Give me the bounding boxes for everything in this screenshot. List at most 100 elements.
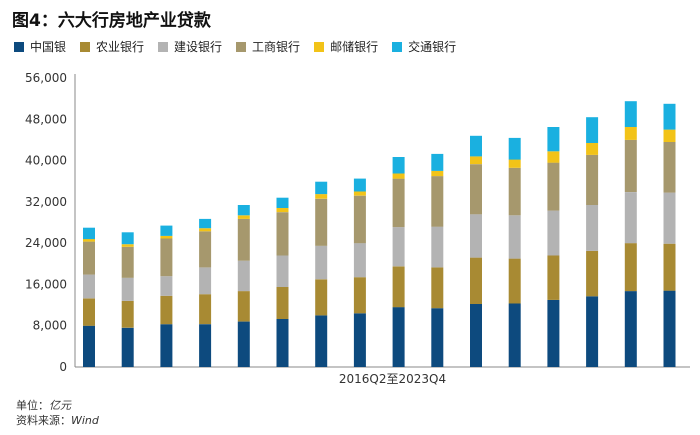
bar-segment-5 xyxy=(237,215,250,219)
bar-segment-3 xyxy=(392,227,405,267)
bar-segment-4 xyxy=(624,139,637,192)
bar-segment-2 xyxy=(353,277,366,314)
bar-segment-4 xyxy=(83,241,95,275)
source-label: 资料来源： xyxy=(16,414,71,427)
y-tick-label: 48,000 xyxy=(25,112,67,126)
bar-segment-3 xyxy=(508,215,521,259)
bar-segment-2 xyxy=(470,257,482,304)
bar-segment-2 xyxy=(276,287,289,319)
bar-segment-6 xyxy=(663,103,676,130)
bar-segment-1 xyxy=(160,324,173,367)
bar-segment-6 xyxy=(392,157,405,174)
bar-segment-2 xyxy=(392,266,405,308)
bar-segment-5 xyxy=(121,244,134,247)
bar-segment-2 xyxy=(431,267,444,309)
legend-swatch xyxy=(314,41,325,52)
bar-segment-5 xyxy=(315,194,328,199)
legend-label: 邮储银行 xyxy=(330,40,379,54)
bar-segment-5 xyxy=(199,228,212,232)
bar-segment-3 xyxy=(199,267,212,295)
bar-segment-4 xyxy=(392,178,405,228)
bar-segment-1 xyxy=(315,315,328,367)
bar-segment-4 xyxy=(547,162,560,211)
bar-segment-1 xyxy=(431,308,444,367)
legend-swatch xyxy=(14,41,24,52)
y-tick-label: 24,000 xyxy=(25,236,67,250)
bar-segment-4 xyxy=(508,167,521,216)
bar-segment-4 xyxy=(276,212,289,256)
y-tick-label: 56,000 xyxy=(25,71,67,85)
bar-segment-1 xyxy=(586,296,599,367)
legend-swatch xyxy=(236,41,247,52)
bar-segment-3 xyxy=(276,255,289,287)
bar-segment-4 xyxy=(160,238,173,277)
bar-segment-2 xyxy=(508,258,521,304)
bar-segment-3 xyxy=(431,226,444,268)
bar-segment-6 xyxy=(315,181,328,195)
source-value: Wind xyxy=(71,414,99,427)
bar-segment-1 xyxy=(353,313,366,367)
bar-segment-3 xyxy=(83,274,95,299)
bar-segment-6 xyxy=(431,153,444,171)
chart-title: 图4：六大行房地产业贷款 xyxy=(12,11,211,31)
bar-segment-6 xyxy=(237,205,250,216)
legend-item-2: 农业银行 xyxy=(80,38,144,55)
bar-segment-3 xyxy=(624,192,637,244)
bar-segment-5 xyxy=(547,151,560,163)
bar-segment-6 xyxy=(160,225,173,236)
bar-segment-2 xyxy=(663,243,676,291)
bar-segment-2 xyxy=(237,291,250,322)
unit-value: 亿元 xyxy=(49,399,71,412)
bar-segment-5 xyxy=(431,170,444,177)
bar-segment-6 xyxy=(83,227,95,240)
legend-item-6: 交通银行 xyxy=(392,38,456,55)
bar-segment-6 xyxy=(547,127,560,152)
legend-swatch xyxy=(158,41,169,52)
bar-segment-6 xyxy=(121,232,134,245)
bar-segment-4 xyxy=(199,231,212,268)
bar-segment-2 xyxy=(160,295,173,325)
bar-segment-4 xyxy=(663,142,676,193)
bar-segment-3 xyxy=(121,277,134,301)
legend-label: 建设银行 xyxy=(174,40,223,54)
legend-item-5: 邮储银行 xyxy=(314,38,378,55)
bar-segment-4 xyxy=(237,218,250,261)
legend-label: 农业银行 xyxy=(96,40,145,54)
y-tick-label: 40,000 xyxy=(25,154,67,168)
unit-note: 单位：亿元 xyxy=(16,397,71,413)
bar-segment-6 xyxy=(199,218,212,229)
bar-segment-5 xyxy=(470,156,482,165)
bar-segment-6 xyxy=(470,135,482,157)
bar-segment-2 xyxy=(121,300,134,328)
bar-segment-2 xyxy=(547,255,560,300)
legend-label: 中国银 xyxy=(30,40,67,54)
legend-label: 工商银行 xyxy=(252,40,301,54)
bar-segment-1 xyxy=(83,325,95,367)
y-tick-label: 16,000 xyxy=(25,277,67,291)
bar-segment-5 xyxy=(586,143,599,155)
bar-segment-4 xyxy=(121,246,134,278)
bar-segment-4 xyxy=(431,176,444,227)
bar-segment-1 xyxy=(199,324,212,367)
bar-segment-1 xyxy=(276,319,289,367)
bar-segment-4 xyxy=(315,198,328,246)
bar-segment-1 xyxy=(237,321,250,367)
unit-label: 单位： xyxy=(16,399,49,412)
bar-segment-6 xyxy=(353,178,366,192)
x-axis-label: 2016Q2至2023Q4 xyxy=(339,372,446,386)
bar-segment-1 xyxy=(121,327,134,367)
source-note: 资料来源：Wind xyxy=(16,412,99,428)
bar-segment-2 xyxy=(624,243,637,292)
bar-segment-2 xyxy=(315,279,328,316)
y-tick-label: 0 xyxy=(59,360,67,374)
bar-segment-1 xyxy=(508,303,521,367)
bar-segment-3 xyxy=(237,260,250,292)
bar-segment-4 xyxy=(353,195,366,244)
bar-segment-2 xyxy=(586,250,599,297)
legend-swatch xyxy=(392,41,403,52)
bar-segment-5 xyxy=(353,191,366,196)
bar-segment-3 xyxy=(353,243,366,278)
bar-segment-1 xyxy=(624,291,637,367)
